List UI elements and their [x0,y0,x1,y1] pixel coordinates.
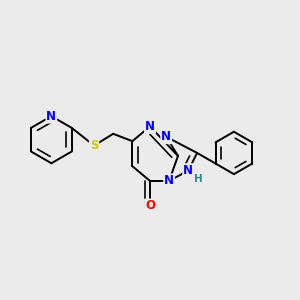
Text: O: O [145,200,155,212]
Text: N: N [164,174,174,188]
Text: N: N [46,110,56,123]
Text: N: N [183,164,193,177]
Text: N: N [161,130,171,143]
Text: H: H [194,174,203,184]
Text: S: S [90,139,98,152]
Text: N: N [145,120,155,133]
